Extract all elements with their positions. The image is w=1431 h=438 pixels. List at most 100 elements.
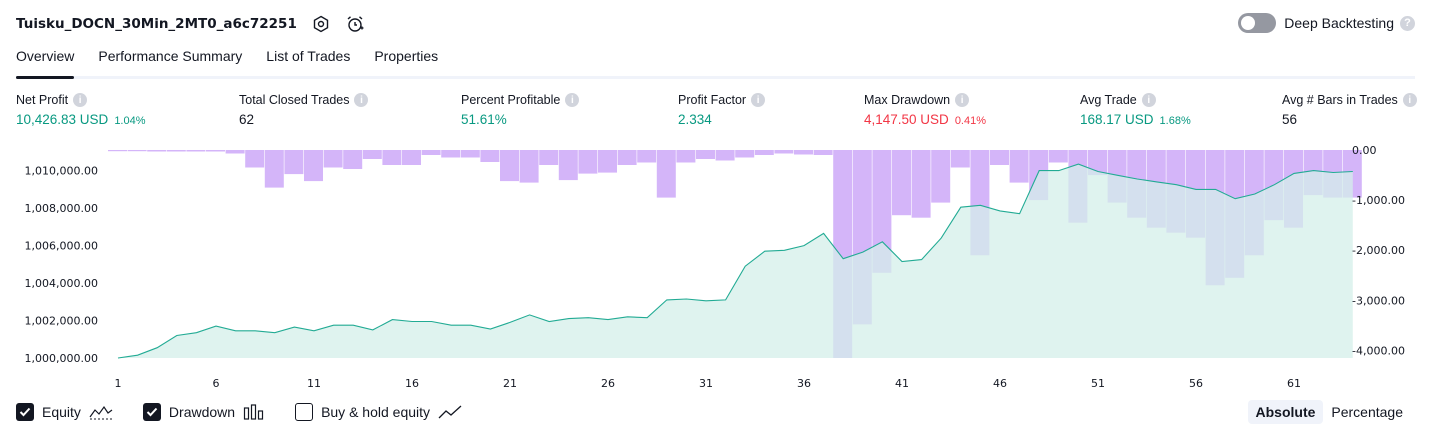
drawdown-bar [519,150,539,183]
drawdown-bar [362,150,382,159]
drawdown-bar [558,150,578,181]
drawdown-bar [637,150,657,163]
info-icon[interactable]: i [955,93,970,107]
deep-backtesting-control: Deep Backtesting ? [1238,13,1415,33]
drawdown-bar [990,150,1009,165]
strategy-header: Tuisku_DOCN_30Min_2MT0_a6c72251 [16,12,365,36]
left-tick-label: 1,006,000.00 [25,240,98,253]
left-tick-label: 1,000,000.00 [25,352,98,365]
metric-avg-trade: Avg Trade i 168.17 USD 1.68% [1080,93,1191,127]
drawdown-checkbox[interactable] [142,403,161,421]
drawdown-bar [578,150,598,174]
drawdown-bar [872,150,892,273]
info-icon[interactable]: i [751,93,766,107]
legend-equity[interactable]: Equity [16,403,113,421]
right-tick-label: 0.00 [1352,144,1377,157]
left-tick-label: 1,004,000.00 [25,277,98,290]
info-icon[interactable]: i [73,93,88,107]
x-tick-label: 11 [307,377,321,390]
absolute-button[interactable]: Absolute [1247,400,1324,424]
tab-list-of-trades[interactable]: List of Trades [266,48,351,64]
left-tick-label: 1,008,000.00 [25,202,98,215]
equity-area [118,164,1353,358]
equity-checkbox[interactable] [16,403,34,421]
x-tick-label: 36 [797,377,811,390]
drawdown-bar [754,150,774,155]
metric-percent: 0.41% [954,115,987,127]
drawdown-bar [656,150,676,198]
drawdown-bar [323,150,343,168]
equity-line-icon [89,404,113,420]
right-tick-label: -2,000.00 [1352,244,1405,257]
metric-label: Net Profit [16,93,69,107]
right-tick-label: -3,000.00 [1352,294,1405,307]
x-tick-label: 21 [503,377,517,390]
left-tick-label: 1,002,000.00 [25,315,98,328]
drawdown-bar [774,150,794,154]
metric-label: Avg # Bars in Trades [1282,93,1398,107]
add-alert-clock-icon[interactable] [345,14,365,34]
legend-drawdown[interactable]: Drawdown [142,403,265,421]
drawdown-bar [1088,150,1107,176]
drawdown-bar [166,150,186,152]
drawdown-bar [245,150,265,168]
drawdown-bar [225,150,245,154]
metric-total-closed-trades: Total Closed Trades i 62 [239,93,369,127]
info-icon[interactable]: i [1141,93,1156,107]
metric-percent: 1.04% [114,115,146,127]
x-tick-label: 41 [895,377,909,390]
drawdown-bar [421,150,441,155]
drawdown-bar [480,150,500,162]
tab-properties[interactable]: Properties [374,48,439,64]
metric-profit-factor: Profit Factor i 2.334 [678,93,766,127]
drawdown-bar [264,150,284,188]
toggle-knob [1241,16,1256,30]
equity-line [117,163,1353,359]
drawdown-bar [950,150,970,168]
drawdown-bar [813,150,833,155]
info-icon[interactable]: i [1402,93,1417,107]
legend-buy-hold[interactable]: Buy & hold equity [295,403,462,421]
x-tick-label: 61 [1287,377,1301,390]
drawdown-bar [598,150,617,173]
drawdown-bar [1009,150,1029,183]
drawdown-bar [539,150,559,165]
info-icon[interactable]: i [565,93,580,107]
legend-label: Drawdown [168,404,236,420]
metric-value: 56 [1282,112,1298,127]
info-icon[interactable]: i [354,93,369,107]
deep-backtesting-toggle[interactable] [1238,13,1277,33]
metric-value: 4,147.50 USD [864,112,949,127]
drawdown-bar [696,150,715,159]
right-tick-label: -4,000.00 [1352,345,1405,358]
percentage-button[interactable]: Percentage [1331,404,1403,420]
drawdown-bar [402,150,421,165]
metric-max-drawdown: Max Drawdown i 4,147.50 USD 0.41% [864,93,986,127]
chart-legend: Equity Drawdown Buy & hold equity [16,403,492,421]
tab-performance-summary[interactable]: Performance Summary [98,48,243,64]
x-tick-label: 56 [1189,377,1203,390]
settings-gear-icon[interactable] [311,14,331,34]
legend-label: Buy & hold equity [321,404,431,420]
left-axis: 1,000,000.00 1,002,000.00 1,004,000.00 1,00… [25,165,98,365]
drawdown-bar [931,150,951,203]
help-icon[interactable]: ? [1400,15,1415,31]
x-tick-label: 1 [115,377,122,390]
buy-hold-checkbox[interactable] [295,403,314,421]
right-tick-label: -1,000.00 [1352,194,1405,207]
metric-label: Max Drawdown [864,93,951,107]
drawdown-bar [1048,150,1068,163]
drawdown-bar [304,150,323,182]
drawdown-bar [284,150,304,175]
x-tick-label: 46 [993,377,1007,390]
right-axis: 0.00 -1,000.00 -2,000.00 -3,000.00 -4,000.00 [1352,144,1405,358]
metric-value: 2.334 [678,112,712,127]
metric-value: 62 [239,112,255,127]
x-tick-label: 31 [699,377,713,390]
tab-overview[interactable]: Overview [16,44,75,79]
drawdown-bar [186,150,206,152]
tab-bar: Overview Performance Summary List of Tra… [16,44,1415,79]
drawdown-bar [892,150,911,216]
drawdown-bar [715,150,735,161]
drawdown-bar [500,150,519,182]
